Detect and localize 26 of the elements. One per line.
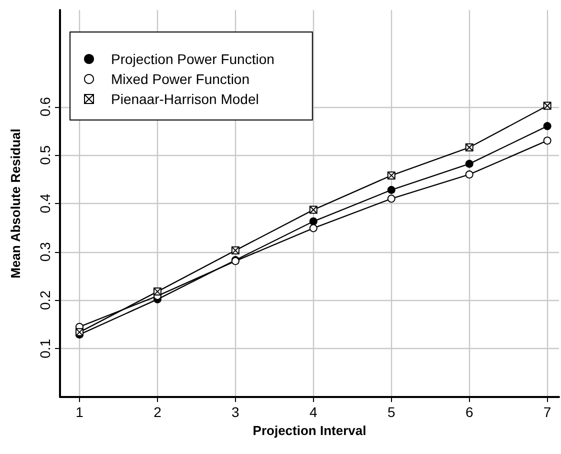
x-tick-label: 3 bbox=[232, 404, 240, 420]
point bbox=[387, 194, 396, 203]
point bbox=[543, 122, 552, 130]
x-tick-label: 5 bbox=[387, 404, 396, 420]
x-axis-title: Projection Interval bbox=[252, 422, 366, 438]
point bbox=[465, 160, 474, 168]
y-tick-label: 0.2 bbox=[37, 290, 53, 310]
y-tick-label: 0.1 bbox=[37, 338, 53, 358]
legend-label: Pienaar-Harrison Model bbox=[111, 91, 259, 107]
x-tick-label: 6 bbox=[465, 404, 474, 420]
point bbox=[309, 217, 318, 226]
x-tick-label: 2 bbox=[154, 404, 162, 420]
y-tick-label: 0.6 bbox=[37, 96, 53, 116]
x-tick-label: 4 bbox=[310, 404, 318, 420]
y-tick-label: 0.5 bbox=[37, 145, 53, 165]
y-tick-label: 0.4 bbox=[37, 194, 53, 214]
point bbox=[465, 170, 474, 178]
x-tick-label: 7 bbox=[543, 404, 552, 420]
point bbox=[543, 136, 552, 145]
legend-label: Mixed Power Function bbox=[111, 71, 250, 87]
y-tick-label: 0.3 bbox=[37, 242, 53, 262]
x-tick-label: 1 bbox=[76, 404, 84, 420]
y-axis-title: Mean Absolute Residual bbox=[8, 128, 23, 278]
point bbox=[387, 186, 396, 194]
point bbox=[309, 224, 318, 232]
legend-label: Projection Power Function bbox=[111, 51, 274, 67]
